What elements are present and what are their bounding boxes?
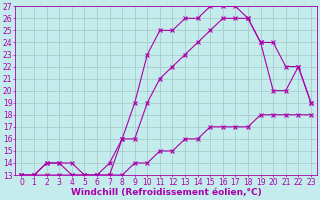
X-axis label: Windchill (Refroidissement éolien,°C): Windchill (Refroidissement éolien,°C) xyxy=(71,188,261,197)
